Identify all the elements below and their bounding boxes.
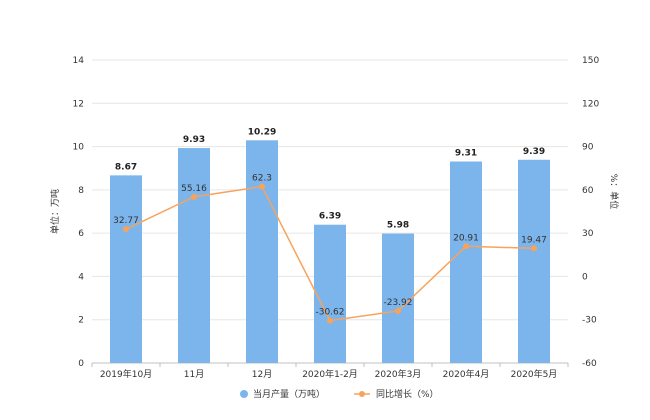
line-value-label: 62.3: [252, 174, 272, 184]
bar: [518, 159, 550, 363]
y-left-tick-label: 4: [78, 272, 84, 282]
line-value-label: 32.77: [113, 216, 139, 226]
y-left-tick-label: 2: [78, 316, 84, 326]
bar: [178, 148, 210, 363]
x-tick-label: 11月: [184, 369, 204, 380]
line-point: [123, 226, 129, 233]
line-value-label: -23.92: [383, 298, 412, 308]
y-axis-right-title: %：单位: [608, 174, 620, 210]
y-right-tick-label: 30: [582, 229, 594, 239]
bar-series: [110, 140, 550, 363]
line-point: [531, 245, 537, 252]
line-value-label: 20.91: [453, 233, 479, 243]
bar: [314, 224, 346, 363]
y-right-tick-label: 90: [582, 143, 594, 153]
bar: [382, 233, 414, 363]
line-value-label: -30.62: [315, 308, 344, 318]
y-right-tick-label: 60: [582, 186, 594, 196]
y-left-tick-label: 8: [78, 186, 84, 196]
y-right-tick-label: 0: [582, 272, 588, 282]
line-point: [259, 183, 265, 190]
legend: 当月产量（万吨） 同比增长（%）: [240, 388, 439, 400]
bar-value-label: 8.67: [115, 162, 137, 172]
line-point: [327, 317, 333, 324]
x-tick-label: 2020年1-2月: [302, 368, 358, 380]
x-tick-label: 2020年5月: [511, 368, 558, 380]
bar-value-label: 6.39: [319, 212, 341, 222]
axes: 单位：万吨 %：单位 0 2 4 6 8 10 12 14 -60 -30 0 30 60 90 120 15…: [49, 56, 620, 380]
x-tick-label: 2019年10月: [100, 368, 152, 380]
line-series: [123, 183, 537, 324]
line-value-label: 55.16: [181, 184, 207, 194]
y-right-tick-label: 120: [582, 99, 599, 109]
bar-value-label: 9.31: [455, 149, 477, 159]
y-right-tick-label: 150: [582, 56, 599, 66]
line-point: [395, 307, 401, 314]
x-tick-label: 2020年4月: [443, 368, 490, 380]
y-left-tick-label: 6: [78, 229, 84, 239]
bar-value-label: 10.29: [248, 127, 276, 137]
bar: [246, 140, 278, 363]
y-left-tick-label: 0: [78, 359, 84, 369]
line-point: [463, 243, 469, 250]
bar-value-label: 9.93: [183, 135, 205, 145]
line-value-label: 19.47: [521, 235, 547, 245]
y-left-tick-label: 10: [73, 143, 85, 153]
legend-item-bar[interactable]: 当月产量（万吨）: [253, 388, 325, 400]
y-left-tick-label: 14: [73, 56, 85, 66]
bar-value-label: 9.39: [523, 147, 545, 157]
line-point: [191, 193, 197, 200]
legend-item-line[interactable]: 同比增长（%）: [376, 388, 439, 400]
bar-value-label: 5.98: [387, 221, 409, 231]
y-right-tick-label: -30: [582, 316, 597, 326]
legend-marker-bar: [240, 390, 248, 398]
legend-marker-line-dot: [359, 391, 365, 397]
bar: [450, 161, 482, 363]
y-axis-left-title: 单位：万吨: [49, 189, 61, 234]
y-left-tick-label: 12: [73, 99, 84, 109]
x-tick-label: 12月: [252, 369, 272, 380]
y-right-tick-label: -60: [582, 359, 597, 369]
data-labels: 8.67 9.93 10.29 6.39 5.98 9.31 9.39 32.77 55.16 6…: [113, 127, 547, 317]
x-tick-label: 2020年3月: [375, 368, 422, 380]
bar: [110, 175, 142, 363]
